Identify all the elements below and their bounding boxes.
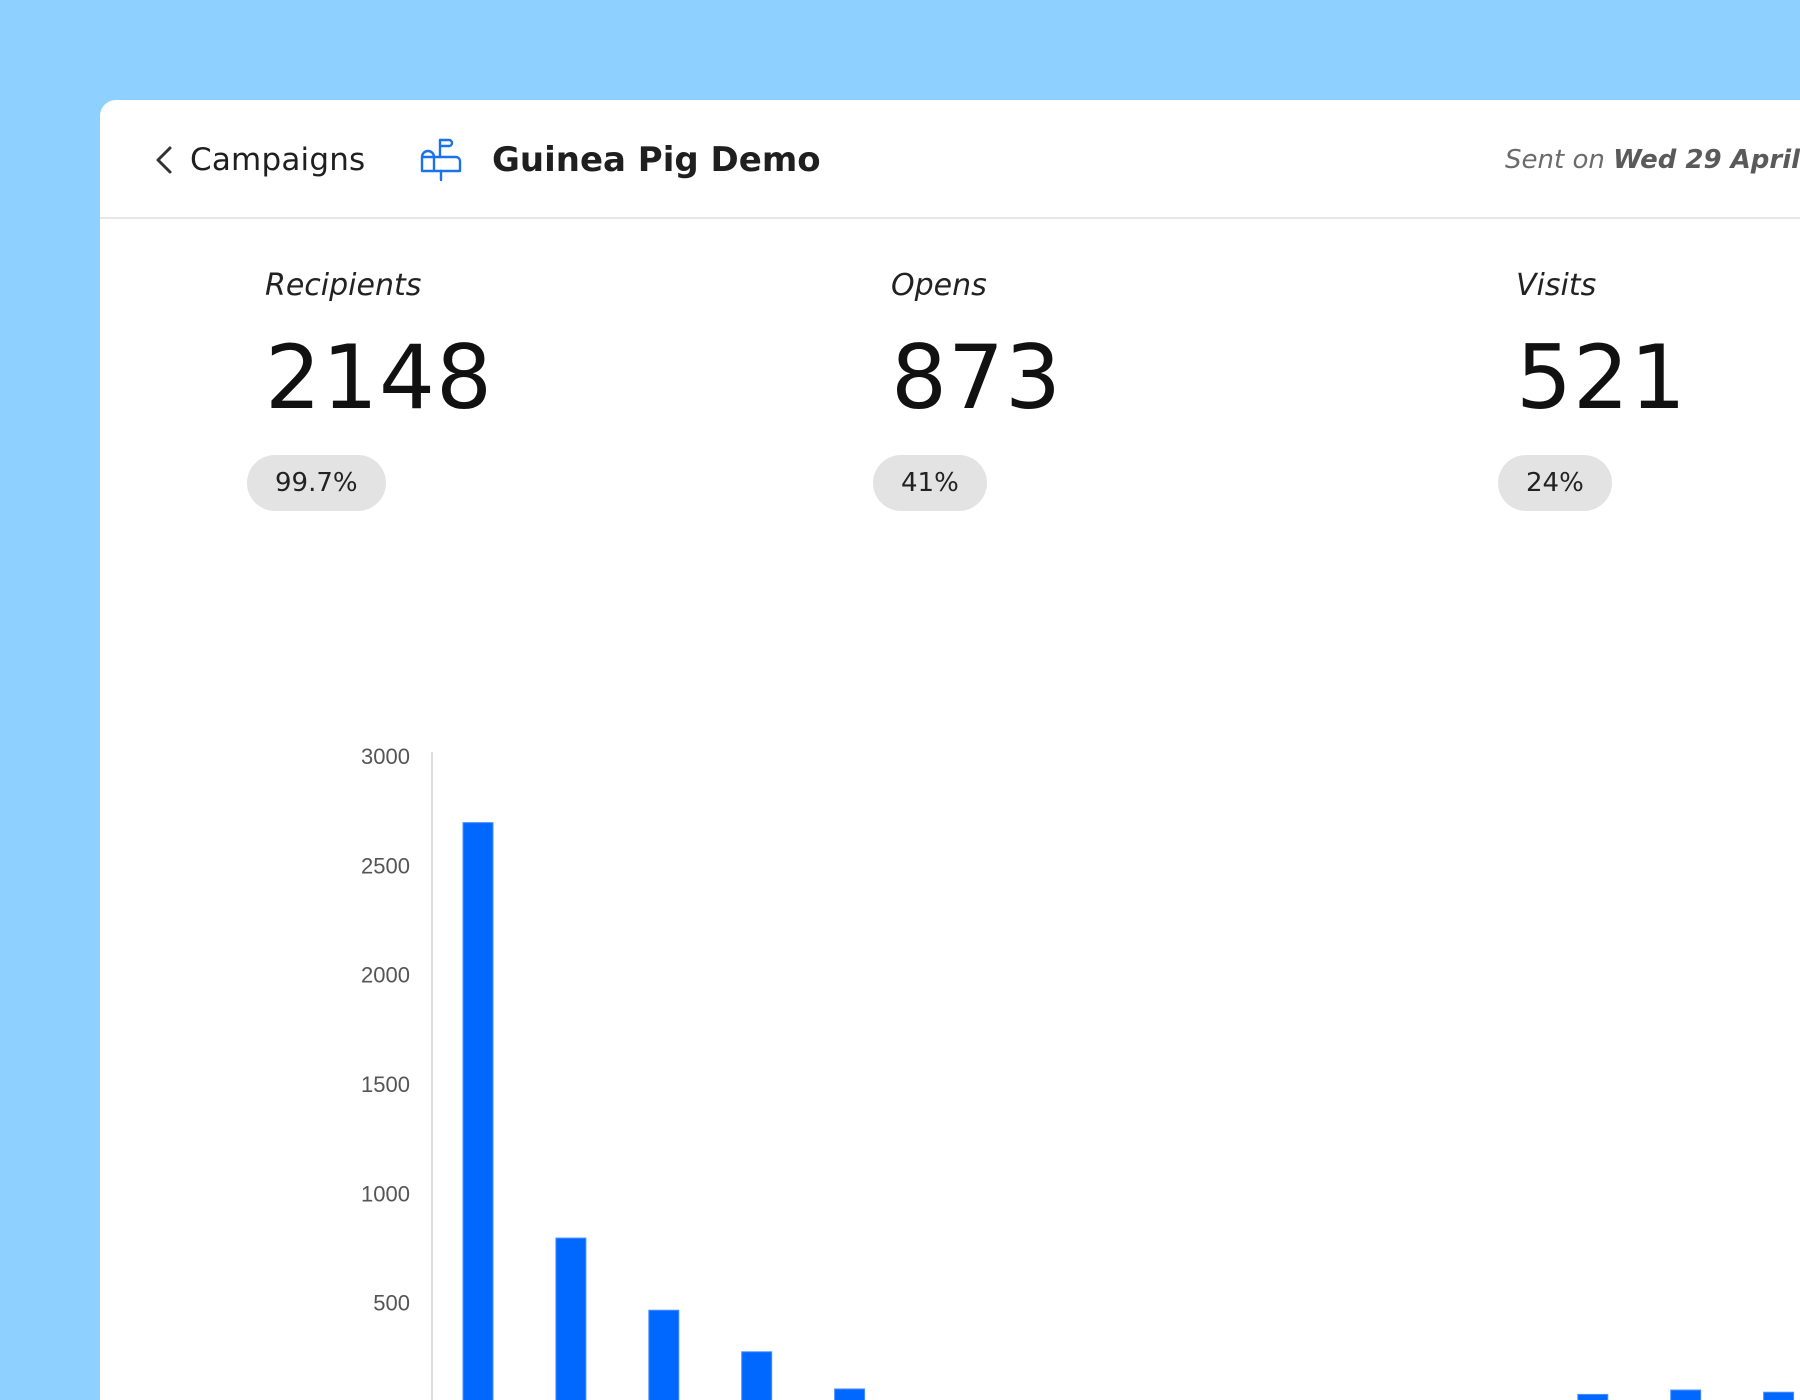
sent-info: Sent on Wed 29 April at: [1505, 138, 1800, 182]
bar: [648, 1309, 680, 1400]
campaign-header: Campaigns Guinea Pig Demo Sent on Wed 29…: [100, 100, 1800, 219]
bar-chart: 0500100015002000250030000123456789101112…: [361, 744, 1795, 1400]
campaign-title: Guinea Pig Demo: [492, 140, 821, 180]
metric-value: 521: [1516, 326, 1687, 429]
bar: [555, 1237, 587, 1400]
mailbox-icon: [420, 138, 462, 182]
back-to-campaigns-link[interactable]: Campaigns: [152, 136, 365, 184]
metric-value: 2148: [265, 326, 493, 429]
metric-label: Opens: [891, 268, 987, 303]
bar: [1577, 1393, 1609, 1400]
y-tick-label: 500: [373, 1291, 410, 1316]
y-tick-label: 2000: [361, 963, 410, 988]
back-link-label: Campaigns: [190, 142, 366, 178]
bar: [462, 822, 494, 1400]
metric-label: Visits: [1516, 268, 1597, 303]
chevron-left-icon: [156, 146, 172, 174]
metric-label: Recipients: [265, 268, 422, 303]
bar: [1670, 1389, 1702, 1400]
campaign-card: Campaigns Guinea Pig Demo Sent on Wed 29…: [100, 100, 1800, 1400]
y-tick-label: 3000: [361, 744, 410, 769]
metric-value: 873: [891, 326, 1062, 429]
sent-prefix: Sent on: [1505, 145, 1605, 175]
y-tick-label: 1000: [361, 1181, 410, 1206]
bar: [741, 1351, 773, 1400]
sent-date: Wed 29 April: [1613, 145, 1800, 175]
bar: [1763, 1391, 1795, 1400]
y-tick-label: 2500: [361, 853, 410, 878]
metric-rate-badge: 24%: [1498, 455, 1612, 511]
metric-rate-badge: 99.7%: [247, 455, 386, 511]
y-tick-label: 1500: [361, 1072, 410, 1097]
metric-rate-badge: 41%: [873, 455, 987, 511]
bar: [834, 1388, 866, 1400]
